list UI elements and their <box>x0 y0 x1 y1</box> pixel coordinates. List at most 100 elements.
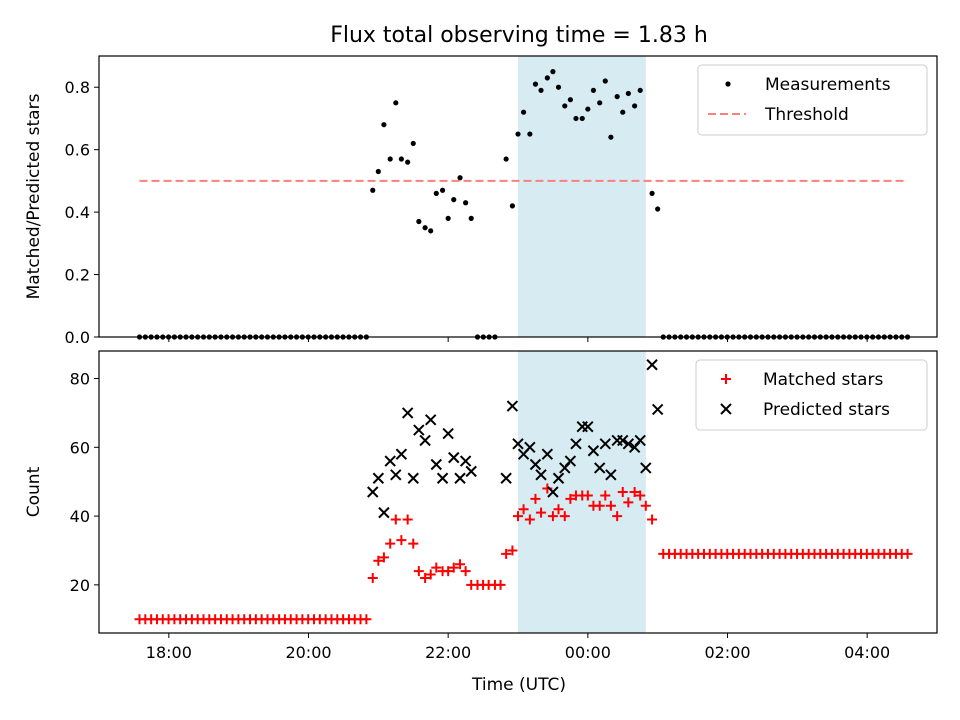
measurement-point <box>881 334 887 340</box>
measurement-point <box>689 334 695 340</box>
measurement-point <box>858 334 864 340</box>
matched-point <box>530 493 541 504</box>
y-axis-label: Count <box>24 466 44 517</box>
measurement-point <box>241 334 247 340</box>
predicted-point <box>582 420 594 433</box>
measurement-point <box>597 100 603 106</box>
measurement-point <box>887 334 893 340</box>
measurement-point <box>346 334 352 340</box>
measurement-point <box>276 334 282 340</box>
legend-swatch <box>720 403 732 415</box>
x-tick-label: 18:00 <box>146 643 192 662</box>
measurement-point <box>753 334 759 340</box>
measurement-point <box>165 334 172 340</box>
measurement-point <box>544 75 550 81</box>
measurement-point <box>672 334 678 340</box>
x-tick-label: 22:00 <box>425 643 471 662</box>
measurement-point <box>904 334 911 340</box>
measurement-point <box>177 334 183 340</box>
measurement-point <box>352 334 358 340</box>
bottom-panel: 18:00 20:00 22:00 00:00 02:00 04:00 20 40 60 80 Co… <box>24 350 938 662</box>
measurement-point <box>224 334 230 340</box>
measurement-point <box>532 81 539 87</box>
measurement-point <box>428 228 434 234</box>
measurement-point <box>800 334 806 340</box>
measurement-point <box>742 334 748 340</box>
predicted-point <box>634 434 646 447</box>
measurement-point <box>323 334 329 340</box>
predicted-point <box>448 451 460 464</box>
measurement-point <box>405 159 411 165</box>
measurement-point <box>579 115 585 122</box>
axes-frame <box>98 350 938 634</box>
measurement-point <box>567 97 573 103</box>
measurement-point <box>410 140 416 147</box>
predicted-point <box>605 469 617 481</box>
measurement-point <box>229 334 236 340</box>
legend-swatch <box>725 81 731 87</box>
measurement-point <box>829 334 835 340</box>
measurement-point <box>503 156 509 162</box>
measurement-point <box>713 334 719 340</box>
measurement-point <box>771 334 777 340</box>
matched-point <box>547 511 558 522</box>
measurement-point <box>463 200 469 206</box>
predicted-point <box>465 465 477 478</box>
measurement-point <box>288 334 294 340</box>
matched-point <box>629 487 640 497</box>
measurement-point <box>212 334 218 340</box>
predicted-point <box>436 472 449 484</box>
measurement-point <box>334 334 340 340</box>
measurement-point <box>195 334 201 340</box>
matched-point <box>448 562 459 573</box>
measurement-point <box>823 334 829 340</box>
measurement-point <box>393 100 399 106</box>
measurement-point <box>451 197 457 203</box>
legend-label: Threshold <box>764 105 849 125</box>
matched-point <box>390 514 401 525</box>
matched-point <box>536 507 547 518</box>
measurement-point <box>649 190 655 196</box>
predicted-point <box>395 448 408 460</box>
measurement-point <box>264 334 271 340</box>
matched-point <box>902 548 913 559</box>
y-tick-label: 20 <box>70 576 90 595</box>
measurement-point <box>468 215 474 221</box>
measurement-point <box>136 334 143 340</box>
predicted-point <box>500 472 512 484</box>
x-tick-label: 02:00 <box>704 643 750 662</box>
measurement-point <box>695 334 701 340</box>
matched-point <box>605 500 616 511</box>
matched-point <box>378 552 389 563</box>
legend-label: Measurements <box>765 75 891 95</box>
series-matched-stars <box>134 483 913 625</box>
predicted-point <box>646 359 658 371</box>
measurement-point <box>235 334 241 340</box>
measurement-point <box>311 334 317 340</box>
matched-point <box>425 569 436 580</box>
matched-point <box>373 555 384 566</box>
measurement-point <box>899 334 905 340</box>
measurement-point <box>520 109 527 115</box>
measurement-point <box>317 334 323 340</box>
measurement-point <box>538 87 544 93</box>
predicted-point <box>506 400 519 412</box>
measurement-point <box>375 168 381 175</box>
x-tick-label: 00:00 <box>565 643 611 662</box>
predicted-point <box>407 472 419 484</box>
matched-point <box>524 514 535 525</box>
measurement-point <box>747 334 754 340</box>
measurement-point <box>678 334 684 340</box>
measurement-point <box>632 103 638 109</box>
measurement-point <box>527 131 533 137</box>
predicted-point <box>413 424 425 436</box>
matched-point <box>640 500 651 511</box>
measurement-point <box>509 203 516 209</box>
predicted-point <box>390 469 402 481</box>
predicted-point <box>401 407 414 419</box>
measurement-point <box>445 215 451 221</box>
predicted-point <box>372 472 385 484</box>
measurement-point <box>660 334 666 340</box>
matched-point <box>582 490 593 501</box>
